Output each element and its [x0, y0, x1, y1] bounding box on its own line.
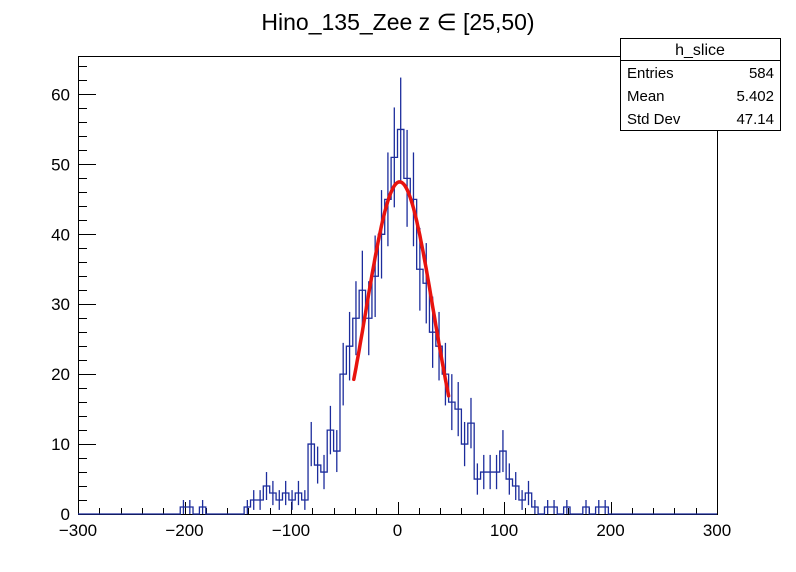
histogram-outline [78, 128, 717, 515]
stats-histogram-name: h_slice [675, 42, 725, 59]
x-tick-label: 300 [703, 521, 731, 540]
stats-label-mean: Mean [627, 88, 665, 105]
plot-frame [78, 56, 718, 515]
x-tick-label: −100 [272, 521, 310, 540]
y-tick-label: 30 [51, 295, 70, 314]
y-tick-label: 40 [51, 225, 70, 244]
stats-value-stddev: 47.14 [736, 111, 774, 128]
y-tick-label: 0 [61, 505, 70, 524]
stats-box: h_slice Entries 584 Mean 5.402 Std Dev 4… [620, 38, 781, 131]
fit-curve [352, 180, 451, 398]
stats-value-entries: 584 [749, 65, 774, 82]
plot-layer: −300 −200 −100 0 100 200 300 0 10 20 30 40 50 60 [51, 56, 731, 540]
stats-box-header [620, 38, 781, 61]
y-tick-label: 60 [51, 85, 70, 104]
chart-title: Hino_135_Zee z ∈ [25,50) [261, 9, 534, 35]
y-tick-label: 50 [51, 155, 70, 174]
y-tick-label: 20 [51, 365, 70, 384]
x-tick-label: 0 [393, 521, 402, 540]
x-tick-label: −300 [59, 521, 97, 540]
x-tick-label: −200 [165, 521, 203, 540]
x-tick-label: 200 [596, 521, 624, 540]
stats-value-mean: 5.402 [736, 88, 774, 105]
stats-label-stddev: Std Dev [627, 111, 681, 128]
stats-label-entries: Entries [627, 65, 674, 82]
x-tick-label: 100 [490, 521, 518, 540]
y-tick-label: 10 [51, 435, 70, 454]
